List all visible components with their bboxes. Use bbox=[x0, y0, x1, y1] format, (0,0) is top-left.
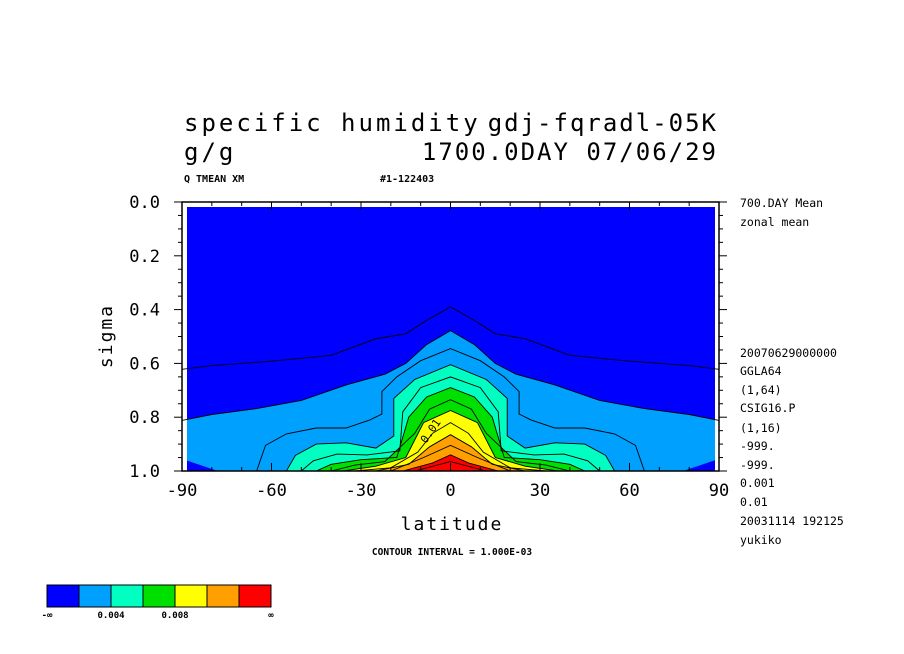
axis-tick-labels: -90 -60 -30 0 30 60 90 0.0 0.2 0.4 0.6 0.8 1.0 bbox=[129, 193, 729, 501]
variable-title: specific humidity bbox=[184, 109, 481, 137]
colorbar-swatch bbox=[174, 584, 208, 608]
x-tick-label: 0 bbox=[445, 481, 455, 501]
contour-interval-note: CONTOUR INTERVAL = 1.000E-03 bbox=[372, 547, 532, 558]
left-strip bbox=[182, 202, 187, 471]
colorbar-tick-label: ∞ bbox=[268, 611, 274, 621]
colorbar-tick-label: -∞ bbox=[42, 611, 53, 621]
contour-line bbox=[375, 434, 526, 471]
contour-fills bbox=[182, 202, 719, 471]
contour-line bbox=[354, 422, 547, 471]
info-line: -999. bbox=[740, 439, 775, 453]
info-line: (1,64) bbox=[740, 383, 782, 397]
info-line: CSIG16.P bbox=[740, 401, 795, 415]
colorbar-swatch bbox=[110, 584, 144, 608]
subtitle-right: #1-122403 bbox=[380, 174, 434, 185]
contour-line bbox=[256, 348, 645, 471]
info-line: 20031114 192125 bbox=[740, 514, 844, 528]
x-tick-label: 90 bbox=[709, 481, 729, 501]
axis-ticks bbox=[174, 201, 727, 472]
contour-line bbox=[331, 399, 570, 471]
colorbar-tick-label: 0.008 bbox=[161, 611, 188, 621]
x-tick-label: -60 bbox=[256, 481, 287, 501]
colorbar-tick-label: 0.004 bbox=[97, 611, 125, 621]
x-tick-label: 60 bbox=[619, 481, 639, 501]
y-tick-label: 0.2 bbox=[129, 247, 160, 267]
x-tick-label: -30 bbox=[346, 481, 377, 501]
x-tick-label: -90 bbox=[167, 481, 198, 501]
info-line: 20070629000000 bbox=[740, 346, 837, 360]
colorbar-swatch bbox=[206, 584, 240, 608]
subtitle-left: Q TMEAN XM bbox=[184, 174, 244, 185]
x-axis-label: latitude bbox=[401, 514, 504, 535]
y-tick-label: 0.0 bbox=[129, 193, 160, 213]
info-line: 0.01 bbox=[740, 495, 768, 509]
contour-lines bbox=[182, 306, 719, 471]
y-tick-label: 1.0 bbox=[129, 462, 160, 482]
contour-line bbox=[414, 461, 487, 471]
contour-line bbox=[316, 387, 585, 471]
colorbar-labels: -∞ 0.004 0.008 ∞ bbox=[42, 611, 275, 621]
colorbar bbox=[46, 584, 272, 608]
contour-band bbox=[182, 458, 218, 471]
contour-line bbox=[343, 410, 558, 471]
contour-line bbox=[402, 454, 499, 471]
contour-band bbox=[683, 458, 719, 471]
info-line: GGLA64 bbox=[740, 364, 782, 378]
info-line: (1,16) bbox=[740, 421, 782, 435]
contour-line bbox=[286, 364, 615, 471]
x-tick-label: 30 bbox=[530, 481, 550, 501]
y-tick-label: 0.8 bbox=[129, 408, 160, 428]
colorbar-swatch bbox=[238, 584, 272, 608]
info-line: 700.DAY Mean bbox=[740, 196, 823, 210]
time-info: 1700.0DAY 07/06/29 bbox=[422, 138, 718, 166]
info-line: -999. bbox=[740, 458, 775, 472]
info-line: 0.001 bbox=[740, 476, 775, 490]
colorbar-swatch bbox=[46, 584, 80, 608]
info-line: yukiko bbox=[740, 533, 782, 547]
contour-line bbox=[390, 444, 511, 471]
info-panel: 700.DAY Mean zonal mean 20070629000000 G… bbox=[740, 196, 844, 547]
run-name: gdj-fqradl-05K bbox=[488, 109, 718, 137]
y-axis-label: sigma bbox=[96, 304, 117, 368]
colorbar-swatch bbox=[78, 584, 112, 608]
contour-line bbox=[182, 330, 719, 421]
contour-line bbox=[182, 306, 719, 370]
right-strip bbox=[715, 202, 719, 471]
info-line: zonal mean bbox=[740, 215, 809, 229]
contour-line bbox=[301, 376, 600, 471]
unit-label: g/g bbox=[184, 138, 236, 166]
y-tick-label: 0.4 bbox=[129, 301, 160, 321]
colorbar-swatch bbox=[142, 584, 176, 608]
y-tick-label: 0.6 bbox=[129, 354, 160, 374]
